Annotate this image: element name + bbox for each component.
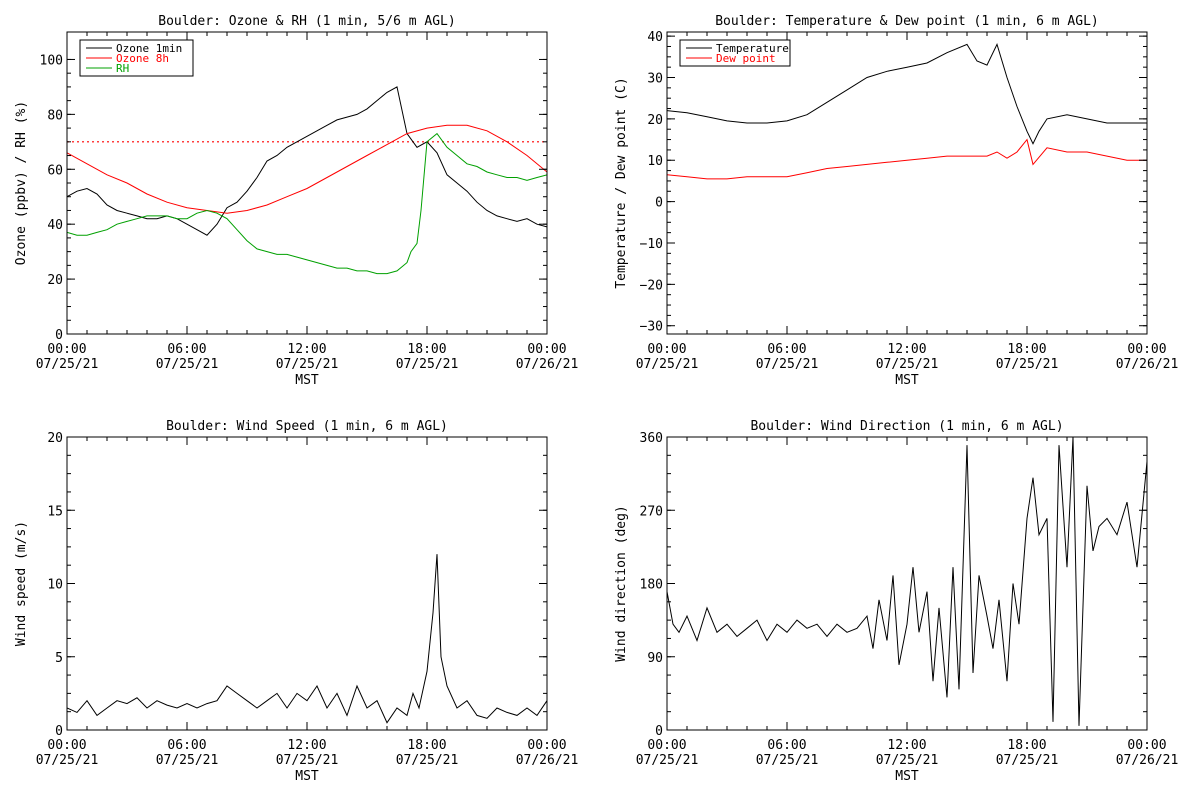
chart-panel-1: Boulder: Ozone & RH (1 min, 5/6 m AGL) 0 2…	[14, 14, 578, 388]
chart-title: Boulder: Wind Direction (1 min, 6 m AGL)	[750, 419, 1063, 434]
x-tick-label-time: 06:00	[767, 342, 806, 357]
chart-panel-3: Boulder: Wind Speed (1 min, 6 m AGL) 0 5 10…	[14, 419, 578, 784]
x-tick-label-time: 06:00	[167, 738, 206, 753]
legend-label: Dew point	[716, 52, 776, 65]
x-tick-label-time: 00:00	[527, 342, 566, 357]
y-axis-label: Temperature / Dew point (C)	[614, 77, 629, 288]
series-line-rh	[67, 132, 547, 275]
x-tick-label-date: 07/25/21	[276, 753, 339, 768]
x-tick-label-time: 12:00	[287, 738, 326, 753]
chart-title: Boulder: Ozone & RH (1 min, 5/6 m AGL)	[158, 14, 455, 29]
y-tick-label: 40	[647, 30, 663, 45]
x-tick-label-date: 07/25/21	[156, 357, 219, 372]
x-tick-label-time: 18:00	[407, 342, 446, 357]
x-tick-label-time: 12:00	[887, 342, 926, 357]
y-axis-label: Ozone (ppbv) / RH (%)	[14, 101, 29, 265]
legend-label: RH	[116, 62, 129, 75]
series-line-data	[667, 437, 1147, 726]
x-tick-label-date: 07/25/21	[396, 753, 459, 768]
x-tick-label-time: 12:00	[887, 738, 926, 753]
y-tick-label: 0	[655, 196, 663, 211]
x-axis-label: MST	[895, 373, 919, 388]
x-tick-label-time: 00:00	[1127, 342, 1166, 357]
y-tick-label: 20	[47, 273, 63, 288]
x-tick-label-date: 07/25/21	[636, 357, 699, 372]
y-tick-label: 5	[55, 651, 63, 666]
x-tick-label-time: 00:00	[1127, 738, 1166, 753]
x-tick-label-date: 07/25/21	[996, 753, 1059, 768]
x-tick-label-date: 07/26/21	[1116, 357, 1179, 372]
series-line-dew-point	[667, 138, 1147, 180]
x-tick-label-time: 12:00	[287, 342, 326, 357]
y-tick-label: 60	[47, 163, 63, 178]
x-tick-label-date: 07/26/21	[516, 753, 579, 768]
chart-title: Boulder: Wind Speed (1 min, 6 m AGL)	[166, 419, 448, 434]
chart-title: Boulder: Temperature & Dew point (1 min,…	[715, 14, 1099, 29]
chart-panel-4: Boulder: Wind Direction (1 min, 6 m AGL)…	[614, 419, 1178, 784]
y-tick-label: 100	[40, 53, 63, 68]
legend-label: Ozone 8h	[116, 52, 169, 65]
x-tick-label-time: 06:00	[767, 738, 806, 753]
x-tick-label-date: 07/25/21	[396, 357, 459, 372]
y-tick-label: 10	[47, 578, 63, 593]
x-tick-label-time: 18:00	[407, 738, 446, 753]
y-tick-label: 40	[47, 218, 63, 233]
x-tick-label-date: 07/25/21	[156, 753, 219, 768]
x-tick-label-time: 18:00	[1007, 342, 1046, 357]
x-tick-label-date: 07/25/21	[756, 753, 819, 768]
series-line-ozone-1min	[67, 86, 547, 236]
y-tick-label: 20	[47, 431, 63, 446]
x-tick-label-time: 18:00	[1007, 738, 1046, 753]
y-tick-label: 0	[655, 724, 663, 739]
x-axis-label: MST	[295, 769, 319, 784]
y-tick-label: −20	[640, 278, 663, 293]
chart-panel-2: Boulder: Temperature & Dew point (1 min,…	[614, 14, 1178, 388]
x-tick-label-time: 00:00	[647, 342, 686, 357]
x-tick-label-time: 00:00	[47, 738, 86, 753]
x-tick-label-date: 07/25/21	[636, 753, 699, 768]
x-axis-label: MST	[895, 769, 919, 784]
series-line-data	[67, 554, 547, 724]
y-tick-label: −10	[640, 237, 663, 252]
y-tick-label: 360	[640, 431, 663, 446]
x-axis-label: MST	[295, 373, 319, 388]
x-tick-label-time: 00:00	[527, 738, 566, 753]
y-tick-label: 30	[647, 72, 663, 87]
x-tick-label-time: 00:00	[47, 342, 86, 357]
y-tick-label: 20	[647, 113, 663, 128]
x-tick-label-date: 07/25/21	[876, 357, 939, 372]
y-tick-label: 80	[47, 108, 63, 123]
y-tick-label: 0	[55, 328, 63, 343]
x-tick-label-time: 06:00	[167, 342, 206, 357]
x-tick-label-date: 07/26/21	[516, 357, 579, 372]
x-tick-label-date: 07/25/21	[756, 357, 819, 372]
x-tick-label-date: 07/25/21	[36, 357, 99, 372]
legend-label: Temperature	[716, 42, 789, 55]
x-tick-label-date: 07/25/21	[996, 357, 1059, 372]
y-tick-label: 180	[640, 578, 663, 593]
legend-box	[679, 39, 791, 67]
series-line-temperature	[667, 43, 1147, 145]
y-axis-label: Wind speed (m/s)	[14, 521, 29, 646]
y-axis-label: Wind direction (deg)	[614, 505, 629, 662]
y-tick-label: −30	[640, 320, 663, 335]
series-line-ozone-8h	[67, 124, 547, 214]
x-tick-label-date: 07/26/21	[1116, 753, 1179, 768]
y-tick-label: 10	[647, 154, 663, 169]
legend-label: Ozone 1min	[116, 42, 182, 55]
y-tick-label: 15	[47, 504, 63, 519]
y-tick-label: 270	[640, 504, 663, 519]
x-tick-label-date: 07/25/21	[36, 753, 99, 768]
x-tick-label-date: 07/25/21	[876, 753, 939, 768]
x-tick-label-time: 00:00	[647, 738, 686, 753]
y-tick-label: 90	[647, 651, 663, 666]
y-tick-label: 0	[55, 724, 63, 739]
x-tick-label-date: 07/25/21	[276, 357, 339, 372]
